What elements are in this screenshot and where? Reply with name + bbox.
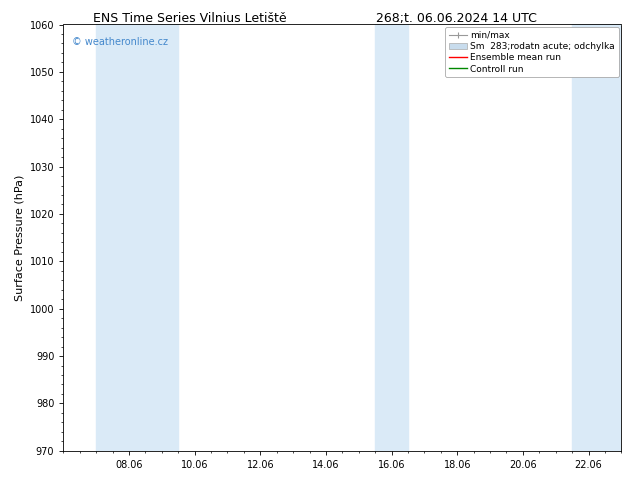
Text: © weatheronline.cz: © weatheronline.cz — [72, 37, 168, 48]
Bar — [605, 24, 621, 451]
Text: 268;t. 06.06.2024 14 UTC: 268;t. 06.06.2024 14 UTC — [376, 12, 537, 25]
Bar — [375, 24, 408, 451]
Bar — [96, 24, 178, 451]
Legend: min/max, Sm  283;rodatn acute; odchylka, Ensemble mean run, Controll run: min/max, Sm 283;rodatn acute; odchylka, … — [445, 27, 619, 77]
Bar — [572, 24, 611, 451]
Y-axis label: Surface Pressure (hPa): Surface Pressure (hPa) — [14, 174, 24, 301]
Text: ENS Time Series Vilnius Letiště: ENS Time Series Vilnius Letiště — [93, 12, 287, 25]
